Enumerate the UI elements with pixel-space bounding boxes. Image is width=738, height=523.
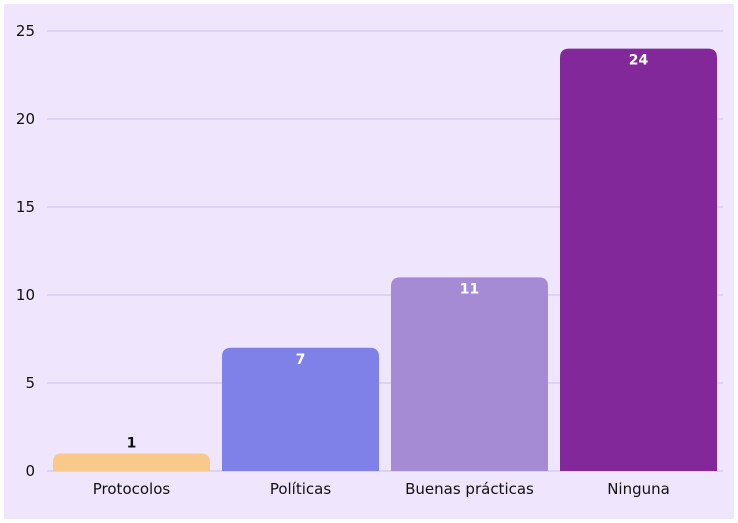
data-labels: 1 7 11 24	[127, 53, 649, 452]
y-tick-label: 15	[16, 198, 35, 216]
x-category-label: Ninguna	[607, 480, 670, 498]
y-tick-label: 0	[25, 462, 35, 480]
y-tick-label: 10	[16, 286, 35, 304]
x-category-label: Protocolos	[93, 480, 171, 498]
bar-políticas	[222, 347, 379, 471]
x-axis-category-labels: Protocolos Políticas Buenas prácticas Ningu…	[93, 480, 670, 498]
y-tick-label: 20	[16, 110, 35, 128]
data-label: 7	[296, 352, 306, 368]
x-category-label: Políticas	[270, 480, 332, 498]
data-label: 1	[127, 435, 137, 451]
data-label: 11	[460, 281, 479, 297]
bar-ninguna	[560, 48, 717, 471]
bar-protocolos	[53, 453, 210, 471]
y-axis-tick-labels: 0 5 10 15 20 25	[16, 22, 35, 480]
y-tick-label: 25	[16, 22, 35, 40]
data-label: 24	[629, 53, 649, 69]
bar-buenas-prácticas	[391, 277, 548, 471]
x-category-label: Buenas prácticas	[405, 480, 534, 498]
y-tick-label: 5	[25, 374, 35, 392]
bars	[53, 48, 717, 471]
